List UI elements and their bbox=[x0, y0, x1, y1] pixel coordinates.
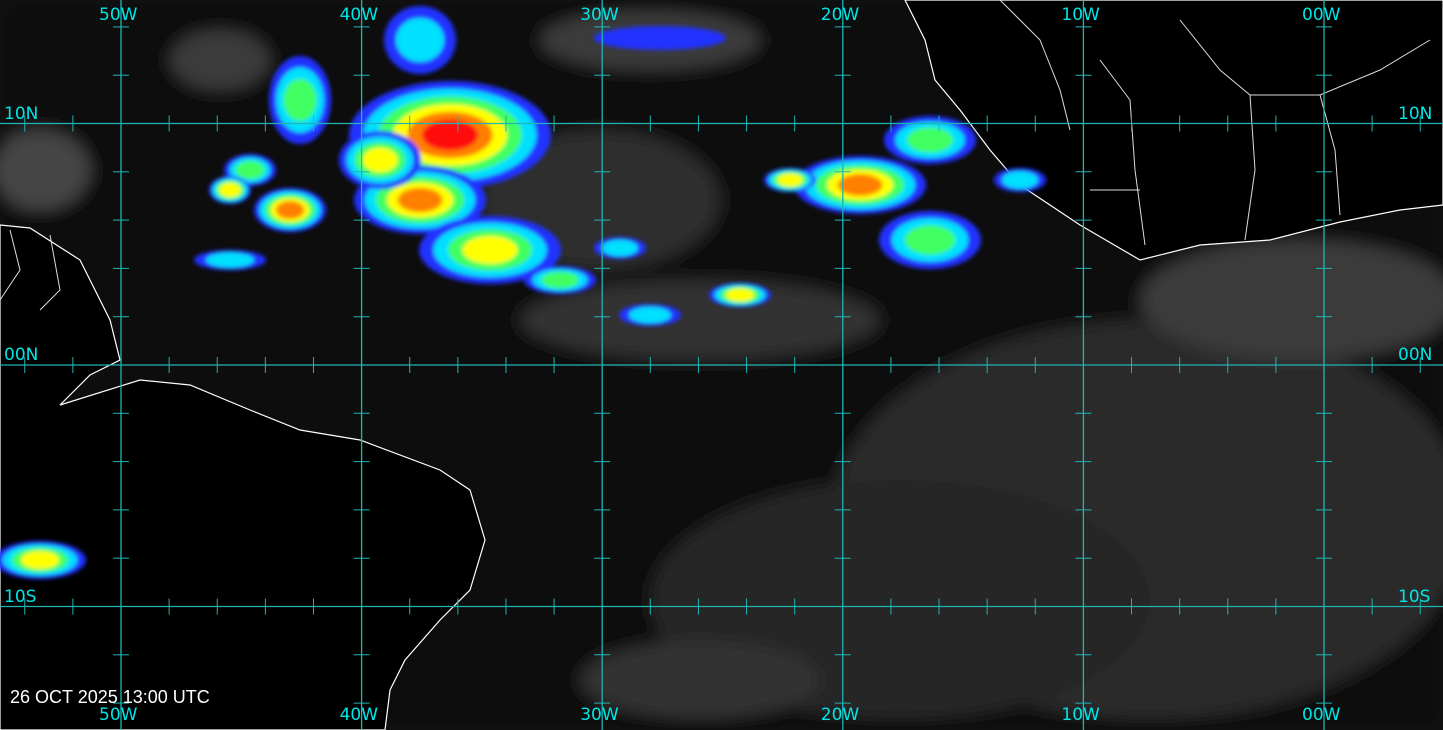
convective-cell bbox=[594, 26, 726, 50]
convective-cell bbox=[362, 147, 398, 173]
longitude-label-bottom: 50W bbox=[99, 705, 138, 725]
latitude-label-left: 10N bbox=[4, 103, 39, 124]
longitude-label-top: 00W bbox=[1302, 5, 1341, 25]
convective-cell bbox=[397, 187, 443, 213]
convective-cell bbox=[462, 236, 518, 264]
convective-cell bbox=[275, 201, 305, 219]
latitude-label-right: 10S bbox=[1398, 586, 1431, 607]
longitude-label-bottom: 00W bbox=[1302, 705, 1341, 725]
longitude-label-bottom: 20W bbox=[820, 705, 860, 725]
longitude-label-bottom: 10W bbox=[1061, 705, 1100, 725]
longitude-label-top: 30W bbox=[580, 5, 619, 25]
longitude-label-top: 40W bbox=[339, 5, 379, 25]
longitude-label-top: 10W bbox=[1061, 5, 1100, 25]
longitude-label-top: 20W bbox=[820, 5, 860, 25]
convective-cell bbox=[602, 239, 638, 257]
convective-cell bbox=[20, 551, 60, 569]
latitude-label-right: 00N bbox=[1398, 345, 1433, 365]
convective-cell bbox=[904, 225, 956, 255]
convective-cell bbox=[837, 174, 883, 196]
convective-cell bbox=[206, 252, 254, 268]
convective-cell bbox=[422, 119, 478, 151]
convective-cell bbox=[906, 127, 954, 153]
convective-cell bbox=[283, 78, 317, 122]
longitude-label-top: 50W bbox=[99, 5, 138, 25]
longitude-label-bottom: 30W bbox=[580, 705, 619, 725]
longitude-label-bottom: 40W bbox=[339, 705, 379, 725]
convective-cell bbox=[777, 173, 803, 187]
convective-cell bbox=[629, 306, 671, 324]
latitude-label-right: 10N bbox=[1398, 103, 1433, 124]
convective-cell bbox=[235, 160, 265, 180]
convective-cell bbox=[725, 288, 755, 302]
convective-cloud-tops bbox=[0, 6, 1046, 579]
convective-cell bbox=[396, 18, 444, 62]
timestamp: 26 OCT 2025 13:00 UTC bbox=[10, 687, 210, 707]
latitude-label-left: 00N bbox=[4, 345, 39, 365]
convective-cell bbox=[1002, 171, 1038, 189]
convective-cell bbox=[541, 271, 579, 289]
convective-cell bbox=[219, 182, 241, 198]
latitude-label-left: 10S bbox=[4, 586, 37, 607]
